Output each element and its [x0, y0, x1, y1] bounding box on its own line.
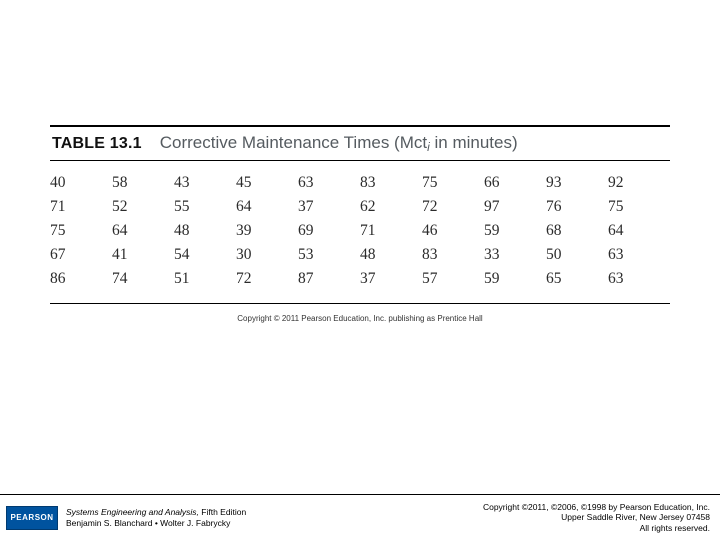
table-cell: 54	[174, 243, 236, 267]
table-cell: 51	[174, 267, 236, 291]
table-cell: 30	[236, 243, 298, 267]
table-cell: 71	[360, 219, 422, 243]
table-row: 86745172873757596563	[50, 267, 670, 291]
table-row: 75644839697146596864	[50, 219, 670, 243]
table-cell: 97	[484, 195, 546, 219]
table-cell: 33	[484, 243, 546, 267]
table-cell: 37	[360, 267, 422, 291]
table-cell: 64	[608, 219, 670, 243]
table-cell: 43	[174, 171, 236, 195]
table-cell: 67	[50, 243, 112, 267]
table-row: 40584345638375669392	[50, 171, 670, 195]
table-cell: 52	[112, 195, 174, 219]
table-cell: 83	[360, 171, 422, 195]
pearson-logo: PEARSON	[6, 506, 58, 530]
table-cell: 40	[50, 171, 112, 195]
table-cell: 46	[422, 219, 484, 243]
data-table: 4058434563837566939271525564376272977675…	[50, 171, 670, 291]
table-cell: 66	[484, 171, 546, 195]
table-cell: 65	[546, 267, 608, 291]
table-cell: 64	[236, 195, 298, 219]
table-title-suffix: in minutes)	[430, 133, 518, 152]
table-title: Corrective Maintenance Times (Mcti in mi…	[160, 133, 518, 153]
table-row: 71525564376272977675	[50, 195, 670, 219]
table-cell: 72	[422, 195, 484, 219]
table-cell: 50	[546, 243, 608, 267]
table-cell: 57	[422, 267, 484, 291]
table-cell: 74	[112, 267, 174, 291]
table-cell: 68	[546, 219, 608, 243]
table-titlebar: TABLE 13.1 Corrective Maintenance Times …	[50, 127, 670, 159]
table-cell: 41	[112, 243, 174, 267]
footer-copy-line2: Upper Saddle River, New Jersey 07458	[483, 512, 710, 523]
table-cell: 93	[546, 171, 608, 195]
table-cell: 83	[422, 243, 484, 267]
footer-right: Copyright ©2011, ©2006, ©1998 by Pearson…	[483, 502, 710, 534]
table-cell: 37	[298, 195, 360, 219]
table-cell: 69	[298, 219, 360, 243]
table-cell: 64	[112, 219, 174, 243]
table-cell: 48	[360, 243, 422, 267]
table-title-subscript: i	[427, 140, 430, 154]
table-cell: 72	[236, 267, 298, 291]
table-cell: 92	[608, 171, 670, 195]
figure-copyright: Copyright © 2011 Pearson Education, Inc.…	[50, 314, 670, 323]
book-meta: Systems Engineering and Analysis, Fifth …	[66, 507, 246, 528]
table-cell: 71	[50, 195, 112, 219]
table-cell: 75	[422, 171, 484, 195]
table-row: 67415430534883335063	[50, 243, 670, 267]
table-cell: 63	[608, 243, 670, 267]
book-title: Systems Engineering and Analysis,	[66, 507, 199, 517]
table-cell: 86	[50, 267, 112, 291]
table-cell: 48	[174, 219, 236, 243]
table-cell: 75	[50, 219, 112, 243]
table-cell: 55	[174, 195, 236, 219]
footer-copy-line3: All rights reserved.	[483, 523, 710, 534]
table-cell: 59	[484, 267, 546, 291]
table-cell: 63	[608, 267, 670, 291]
table-cell: 63	[298, 171, 360, 195]
table-bottom-rule	[50, 303, 670, 304]
table-cell: 39	[236, 219, 298, 243]
table-title-prefix: Corrective Maintenance Times (Mct	[160, 133, 427, 152]
footer-copy-line1: Copyright ©2011, ©2006, ©1998 by Pearson…	[483, 502, 710, 513]
table-figure: TABLE 13.1 Corrective Maintenance Times …	[50, 125, 670, 323]
book-edition: Fifth Edition	[199, 507, 246, 517]
table-cell: 45	[236, 171, 298, 195]
table-cell: 62	[360, 195, 422, 219]
book-authors: Benjamin S. Blanchard • Wolter J. Fabryc…	[66, 518, 246, 529]
table-cell: 59	[484, 219, 546, 243]
table-cell: 87	[298, 267, 360, 291]
table-cell: 76	[546, 195, 608, 219]
table-label: TABLE 13.1	[52, 135, 142, 153]
table-cell: 58	[112, 171, 174, 195]
table-header-rule	[50, 160, 670, 161]
table-cell: 75	[608, 195, 670, 219]
table-cell: 53	[298, 243, 360, 267]
slide-footer: PEARSON Systems Engineering and Analysis…	[0, 494, 720, 540]
